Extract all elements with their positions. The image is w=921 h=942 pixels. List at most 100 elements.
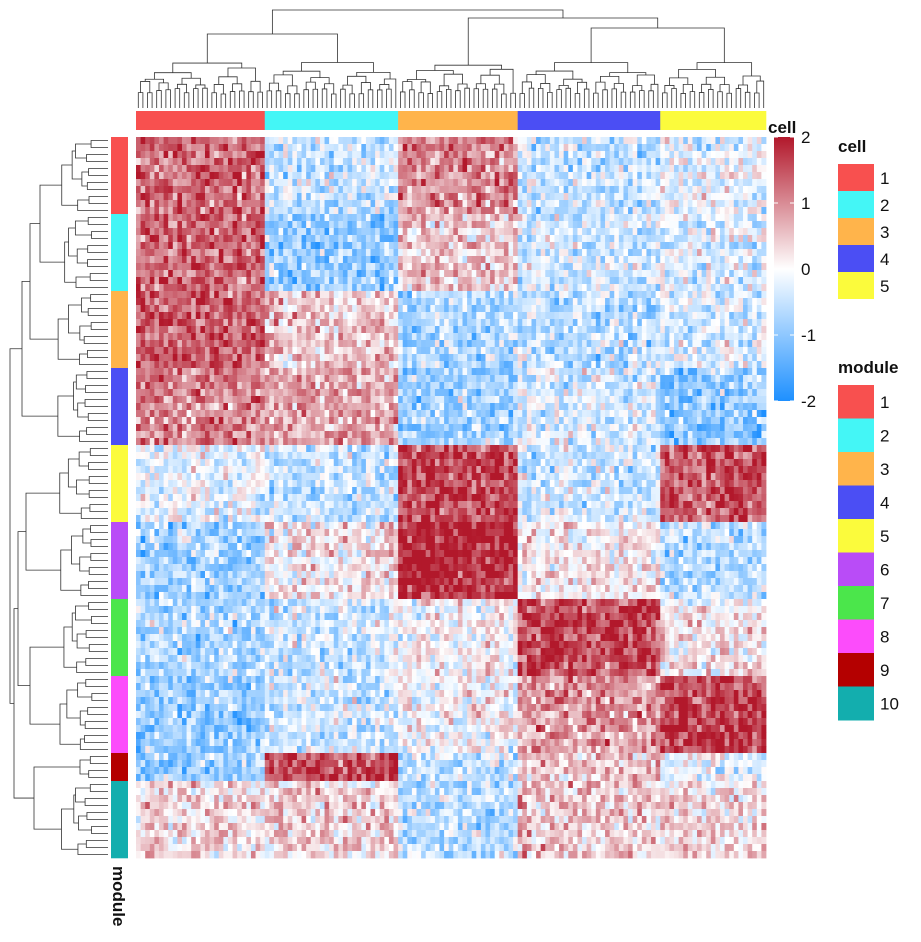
heatmap-cell <box>430 214 436 222</box>
heatmap-cell <box>365 284 371 292</box>
heatmap-cell <box>370 368 376 376</box>
heatmap-cell <box>710 235 716 243</box>
heatmap-cell <box>214 144 220 152</box>
heatmap-cell <box>540 151 546 159</box>
heatmap-cell <box>149 165 155 173</box>
heatmap-cell <box>407 291 413 299</box>
heatmap-cell <box>250 368 256 376</box>
dendrogram-branch <box>467 17 659 66</box>
heatmap-cell <box>531 235 537 243</box>
heatmap-cell <box>200 186 206 194</box>
heatmap-cell <box>517 361 523 369</box>
heatmap-cell <box>623 165 629 173</box>
heatmap-cell <box>614 235 620 243</box>
heatmap-cell <box>508 340 514 348</box>
heatmap-cell <box>697 361 703 369</box>
heatmap-cell <box>724 263 730 271</box>
heatmap-cell <box>582 193 588 201</box>
heatmap-cell <box>158 165 164 173</box>
heatmap-cell <box>531 368 537 376</box>
heatmap-cell <box>591 214 597 222</box>
heatmap-cell <box>462 179 468 187</box>
heatmap-cell <box>747 165 753 173</box>
heatmap-cell <box>747 221 753 229</box>
heatmap-cell <box>609 256 615 264</box>
heatmap-cell <box>605 179 611 187</box>
heatmap-cell <box>342 158 348 166</box>
heatmap-cell <box>241 347 247 355</box>
heatmap-cell <box>301 312 307 320</box>
heatmap-cell <box>628 319 634 327</box>
heatmap-cell <box>191 165 197 173</box>
heatmap-cell <box>697 144 703 152</box>
heatmap-cell <box>651 347 657 355</box>
heatmap-cell <box>177 368 183 376</box>
heatmap-cell <box>563 347 569 355</box>
heatmap-cell <box>706 228 712 236</box>
heatmap-cell <box>375 249 381 257</box>
heatmap-cell <box>457 354 463 362</box>
heatmap-cell <box>237 270 243 278</box>
heatmap-cell <box>232 193 238 201</box>
dendrogram-branch <box>268 82 279 91</box>
heatmap-cell <box>136 172 141 180</box>
heatmap-cell <box>186 291 192 299</box>
heatmap-cell <box>269 354 275 362</box>
heatmap-cell <box>646 228 652 236</box>
heatmap-cell <box>306 137 312 145</box>
heatmap-cell <box>154 158 160 166</box>
heatmap-cell <box>540 361 546 369</box>
heatmap-cell <box>163 235 169 243</box>
heatmap-cell <box>232 158 238 166</box>
heatmap-cell <box>674 305 680 313</box>
heatmap-cell <box>439 347 445 355</box>
heatmap-cell <box>444 235 450 243</box>
heatmap-cell <box>255 242 261 250</box>
heatmap-cell <box>379 312 385 320</box>
heatmap-cell <box>310 158 316 166</box>
heatmap-cell <box>384 326 390 334</box>
heatmap-cell <box>352 172 358 180</box>
heatmap-cell <box>669 347 675 355</box>
heatmap-cell <box>255 319 261 327</box>
heatmap-cell <box>490 200 496 208</box>
heatmap-cell <box>733 151 739 159</box>
heatmap-cell <box>628 333 634 341</box>
heatmap-cell <box>163 270 169 278</box>
heatmap-cell <box>623 263 629 271</box>
heatmap-cell <box>572 249 578 257</box>
heatmap-cell <box>407 312 413 320</box>
heatmap-cell <box>181 200 187 208</box>
dendrogram-branch <box>140 81 151 93</box>
heatmap-cell <box>549 249 555 257</box>
heatmap-cell <box>559 256 565 264</box>
heatmap-cell <box>536 249 542 257</box>
heatmap-cell <box>522 242 528 250</box>
heatmap-cell <box>168 214 174 222</box>
heatmap-cell <box>195 207 201 215</box>
heatmap-cell <box>370 249 376 257</box>
heatmap-cell <box>186 242 192 250</box>
heatmap-cell <box>674 158 680 166</box>
heatmap-cell <box>186 186 192 194</box>
heatmap-cell <box>177 242 183 250</box>
heatmap-cell <box>227 172 233 180</box>
heatmap-cell <box>462 298 468 306</box>
heatmap-cell <box>646 256 652 264</box>
heatmap-cell <box>237 263 243 271</box>
heatmap-cell <box>738 228 744 236</box>
heatmap-cell <box>453 249 459 257</box>
heatmap-cell <box>637 354 643 362</box>
heatmap-cell <box>195 326 201 334</box>
heatmap-cell <box>738 284 744 292</box>
heatmap-cell <box>733 354 739 362</box>
heatmap-cell <box>287 242 293 250</box>
heatmap-cell <box>181 186 187 194</box>
heatmap-cell <box>430 151 436 159</box>
heatmap-cell <box>595 186 601 194</box>
heatmap-cell <box>347 207 353 215</box>
dendrogram-branch <box>211 92 217 108</box>
heatmap-cell <box>388 326 394 334</box>
heatmap-cell <box>600 270 606 278</box>
heatmap-cell <box>393 277 399 285</box>
